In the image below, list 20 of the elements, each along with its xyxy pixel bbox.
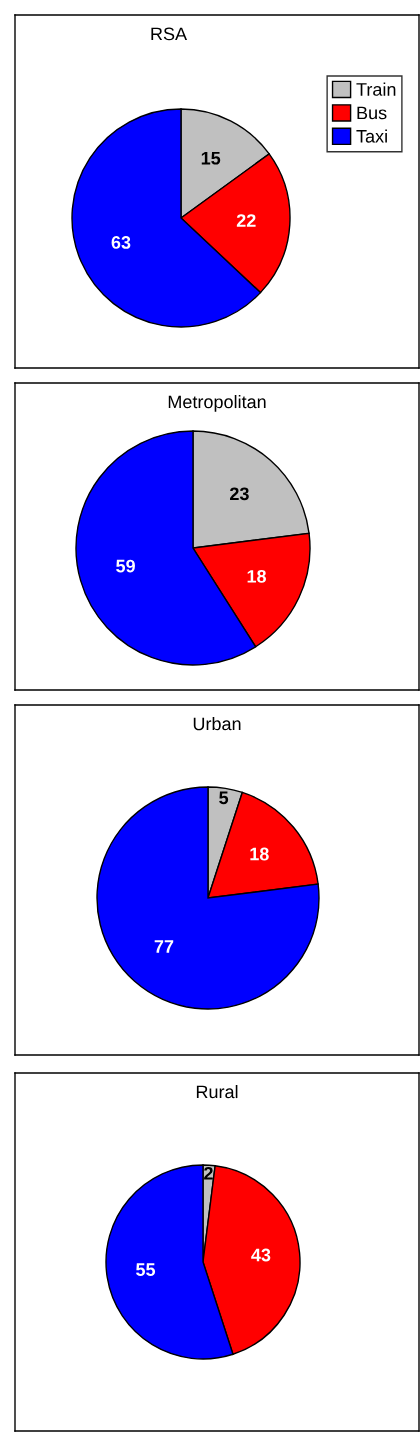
legend-label: Taxi [356, 129, 387, 143]
data-label: 18 [250, 847, 269, 861]
data-label: 22 [236, 214, 256, 227]
chart-title: RSA [151, 27, 188, 41]
data-label: 55 [136, 1263, 156, 1276]
data-label: 59 [116, 559, 135, 573]
data-label: 5 [219, 791, 229, 805]
data-label: 77 [154, 940, 174, 953]
pie-slice [96, 786, 320, 1010]
legend-label: Bus [357, 106, 387, 120]
data-label: 15 [201, 151, 221, 165]
chart-title: Rural [196, 1085, 238, 1099]
data-label: 18 [247, 569, 267, 583]
chart-title: Metropolitan [168, 395, 266, 412]
data-label: 2 [204, 1166, 213, 1180]
chart-title: Urban [193, 717, 241, 731]
data-label: 23 [230, 487, 249, 501]
legend-label: Train [356, 82, 396, 96]
data-label: 63 [111, 236, 131, 249]
data-label: 43 [251, 1248, 271, 1262]
